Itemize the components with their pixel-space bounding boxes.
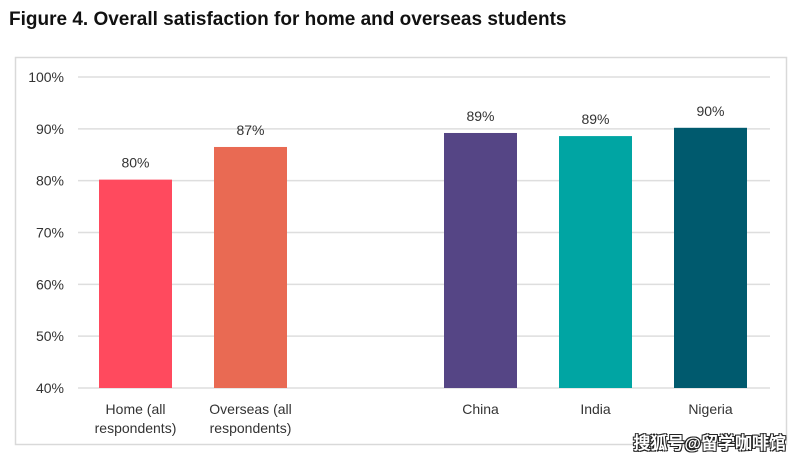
x-tick-label: India	[580, 401, 611, 417]
y-tick-label: 90%	[36, 121, 64, 137]
data-label: 89%	[581, 111, 609, 127]
y-tick-label: 100%	[28, 69, 64, 85]
y-tick-label: 80%	[36, 173, 64, 189]
data-label: 90%	[696, 103, 724, 119]
bar	[674, 127, 747, 389]
y-tick-label: 60%	[36, 276, 64, 292]
bar	[214, 146, 287, 388]
watermark: 搜狐号@留学咖啡馆	[633, 434, 786, 453]
plot-frame	[14, 56, 788, 446]
data-label: 80%	[121, 155, 149, 171]
y-tick-label: 40%	[36, 380, 64, 396]
bar	[99, 179, 172, 388]
data-label: 89%	[466, 108, 494, 124]
bar	[444, 132, 517, 388]
chart-title: Figure 4. Overall satisfaction for home …	[9, 9, 567, 30]
y-tick-label: 70%	[36, 225, 64, 241]
y-tick-label: 50%	[36, 328, 64, 344]
bar	[559, 136, 632, 388]
x-tick-label: Overseas (all respondents)	[209, 401, 291, 436]
x-tick-label: Nigeria	[688, 401, 733, 417]
x-tick-label: Home (all respondents)	[95, 401, 177, 436]
x-tick-label: China	[462, 401, 499, 417]
data-label: 87%	[236, 122, 264, 138]
